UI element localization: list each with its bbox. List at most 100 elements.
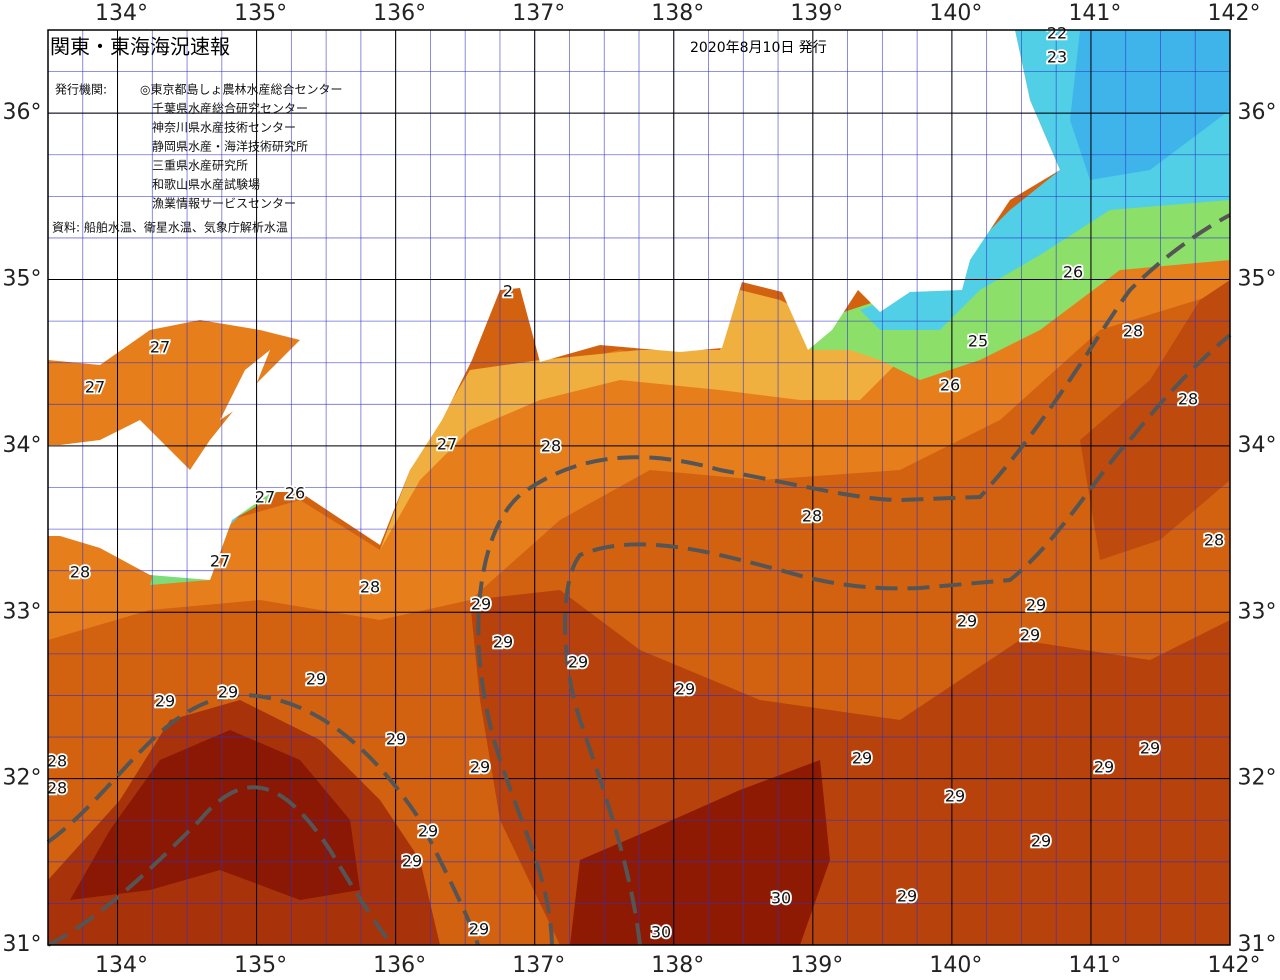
current-axis [46, 692, 480, 946]
isotherm-label: 29 [469, 920, 489, 939]
isotherm-label: 22 [1047, 24, 1067, 43]
isotherm-label: 30 [651, 923, 671, 942]
isotherm-label: 28 [360, 578, 380, 597]
lon-label-top: 137° [512, 1, 565, 26]
isotherm-label: 29 [306, 670, 326, 689]
isotherm-label: 26 [1063, 263, 1083, 282]
data-source: 資料: 船舶水温、衛星水温、気象庁解析水温 [52, 220, 288, 235]
isotherm-label: 28 [1123, 322, 1143, 341]
isotherm-label: 29 [568, 653, 588, 672]
isotherm-label: 29 [957, 612, 977, 631]
lon-label-top: 141° [1068, 1, 1121, 26]
green-band [810, 190, 1230, 380]
isotherm-label: 29 [386, 730, 406, 749]
current-axis [563, 333, 1232, 946]
isotherm-label: 27 [85, 378, 105, 397]
isotherm-label: 26 [940, 376, 960, 395]
issuer: 千葉県水産総合研究センター [152, 101, 308, 116]
issuer-label: 発行機関: [55, 82, 107, 97]
lat-label-left: 34° [3, 433, 42, 458]
isotherm-label: 28 [47, 779, 67, 798]
lon-label-bottom: 141° [1068, 953, 1121, 978]
current-lines [46, 213, 1232, 947]
isotherm-label: 29 [1020, 626, 1040, 645]
isotherm-label: 29 [1031, 832, 1051, 851]
isotherm-label: 29 [1094, 758, 1114, 777]
isotherm-label: 27 [150, 338, 170, 357]
lat-label-right: 34° [1238, 433, 1277, 458]
lat-label-left: 31° [3, 932, 42, 957]
lat-label-left: 35° [3, 267, 42, 292]
isotherm-label: 29 [945, 787, 965, 806]
lat-label-left: 36° [3, 100, 42, 125]
isotherm-label: 2 [503, 282, 513, 301]
isotherm-label: 26 [285, 484, 305, 503]
issuer: 漁業情報サービスセンター [152, 197, 296, 211]
issue-date: 2020年8月10日 発行 [690, 40, 827, 56]
lon-label-bottom: 139° [790, 953, 843, 978]
lon-label-top: 135° [234, 1, 287, 26]
map-frame [47, 29, 1231, 946]
lon-label-bottom: 137° [512, 953, 565, 978]
lon-label-top: 139° [790, 1, 843, 26]
lon-label-top: 140° [929, 1, 982, 26]
lon-label-bottom: 138° [651, 953, 704, 978]
isotherm-label: 29 [1026, 596, 1046, 615]
isotherm-label: 29 [418, 822, 438, 841]
isotherm-label: 29 [402, 852, 422, 871]
lon-label-bottom: 140° [929, 953, 982, 978]
isotherm-label: 29 [155, 692, 175, 711]
lat-label-right: 31° [1238, 932, 1277, 957]
isotherm-label: 27 [437, 435, 457, 454]
lon-label-top: 134° [95, 1, 148, 26]
warm-east [1080, 280, 1230, 560]
isotherm-label: 27 [255, 488, 275, 507]
issuer: 和歌山県水産試験場 [152, 177, 260, 192]
isotherm-label: 28 [802, 507, 822, 526]
isotherm-label: 29 [218, 683, 238, 702]
current-axis [476, 213, 1231, 946]
current-axis [47, 785, 394, 947]
land [48, 30, 1060, 580]
lon-label-bottom: 142° [1208, 953, 1261, 978]
isotherm-label: 29 [470, 758, 490, 777]
awaji-island [220, 350, 270, 420]
isotherm-label: 27 [210, 552, 230, 571]
isotherm-label: 28 [1204, 531, 1224, 550]
isotherm-label: 23 [1047, 48, 1067, 67]
isotherm-label: 29 [852, 749, 872, 768]
lon-label-bottom: 134° [95, 953, 148, 978]
seto-inland-sea [48, 320, 300, 470]
isotherm-label: 29 [1140, 739, 1160, 758]
isotherm-label: 29 [897, 887, 917, 906]
issuer: ◎東京都島しょ農林水産総合センター [140, 82, 342, 97]
lat-label-left: 33° [3, 599, 42, 624]
lat-label-right: 36° [1238, 100, 1277, 125]
lat-label-left: 32° [3, 766, 42, 791]
title: 関東・東海海況速報 [50, 35, 230, 59]
issuer-list: ◎東京都島しょ農林水産総合センター千葉県水産総合研究センター神奈川県水産技術セン… [140, 82, 342, 211]
issuer: 神奈川県水産技術センター [152, 120, 296, 135]
issuer: 三重県水産研究所 [152, 158, 248, 173]
warm-core-inner [70, 730, 360, 900]
axis-labels: 134° 134° 135° 135° 136° 136° 137° 137° 138° 138°… [3, 1, 1277, 978]
lon-label-bottom: 135° [234, 953, 287, 978]
isotherm-label: 28 [1178, 390, 1198, 409]
contour-labels: 22 23 26 25 28 26 28 27 27 2 27 28 27 26 27 28 28 28 28 29 2… [45, 22, 1226, 944]
isotherm-label: 29 [493, 633, 513, 652]
isotherm-label: 28 [47, 752, 67, 771]
isotherm-label: 25 [968, 332, 988, 351]
isotherm-label: 29 [675, 680, 695, 699]
lon-label-top: 142° [1208, 1, 1261, 26]
lon-label-bottom: 136° [373, 953, 426, 978]
issuer: 静岡県水産・海洋技術研究所 [152, 139, 308, 154]
lat-label-right: 35° [1238, 267, 1277, 292]
lon-label-top: 136° [373, 1, 426, 26]
lat-label-right: 33° [1238, 599, 1277, 624]
warm-core-south [570, 760, 830, 945]
isotherm-label: 28 [541, 437, 561, 456]
cold-core [1070, 30, 1230, 180]
lat-label-right: 32° [1238, 766, 1277, 791]
isotherm-label: 28 [70, 563, 90, 582]
